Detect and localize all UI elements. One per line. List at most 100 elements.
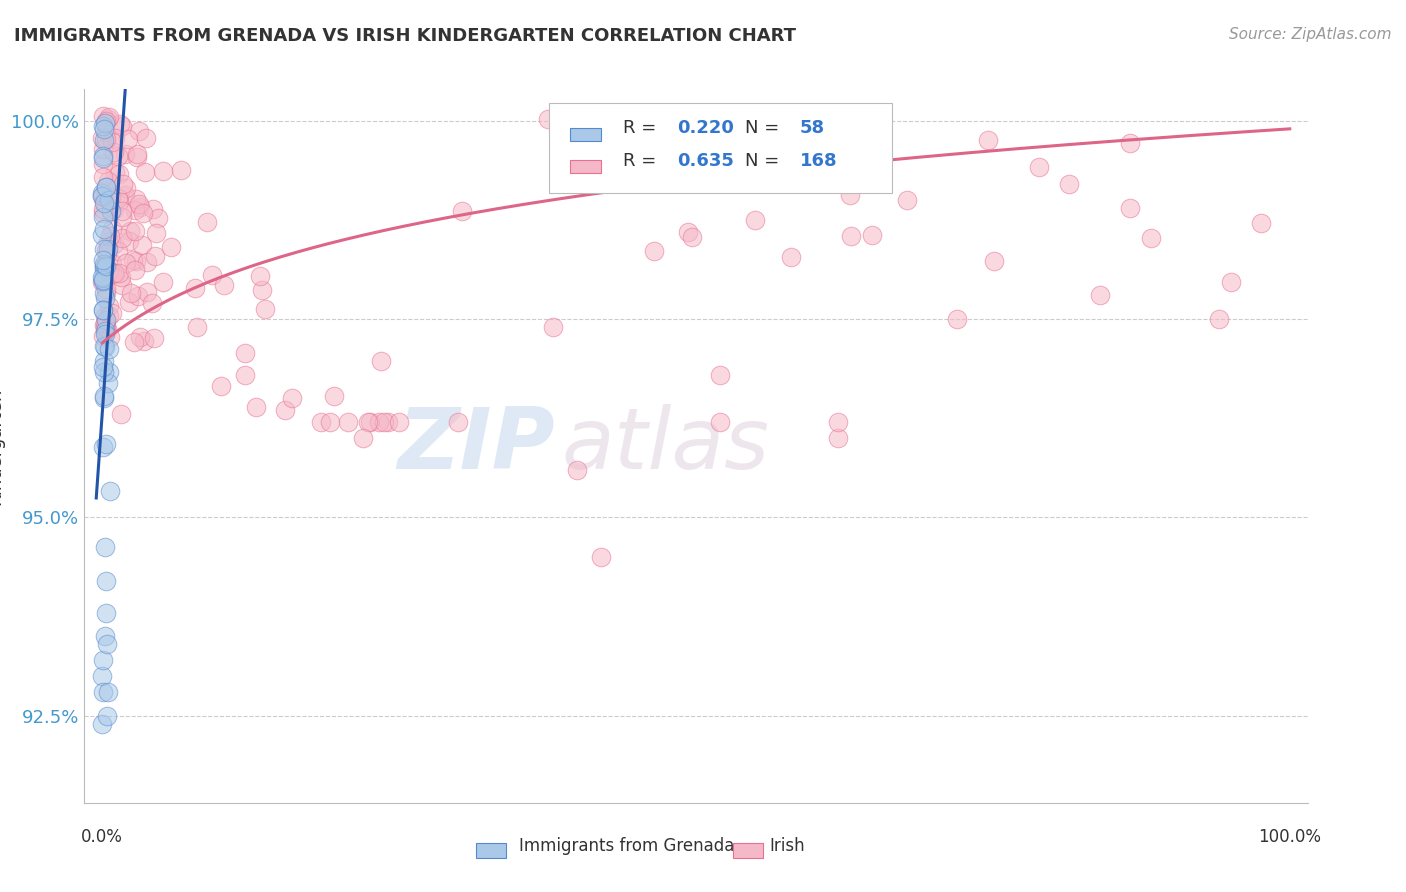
Y-axis label: Kindergarten: Kindergarten — [0, 387, 4, 505]
Point — [91, 669, 114, 683]
Point — [91, 211, 114, 225]
Point — [93, 653, 115, 667]
Point — [830, 126, 852, 140]
Point — [129, 330, 152, 344]
Point — [94, 286, 117, 301]
Point — [744, 213, 766, 227]
Point — [112, 177, 135, 191]
Point — [233, 368, 256, 382]
Point — [91, 303, 114, 318]
Point — [370, 354, 392, 368]
Text: 0.0%: 0.0% — [82, 828, 124, 846]
Point — [100, 221, 122, 235]
FancyBboxPatch shape — [733, 843, 763, 858]
Point — [93, 329, 115, 343]
Point — [100, 190, 122, 204]
Point — [709, 368, 731, 382]
Point — [118, 225, 141, 239]
Point — [567, 463, 589, 477]
Point — [356, 415, 378, 429]
Point — [96, 708, 118, 723]
Point — [152, 164, 174, 178]
Point — [93, 318, 115, 333]
Point — [373, 415, 395, 429]
Point — [94, 113, 117, 128]
Point — [253, 301, 276, 316]
Point — [91, 169, 114, 184]
Point — [98, 342, 121, 356]
Point — [93, 285, 115, 300]
Point — [93, 260, 115, 275]
Point — [94, 316, 117, 330]
Point — [323, 389, 346, 403]
Point — [977, 133, 1000, 147]
Point — [96, 132, 118, 146]
Point — [838, 187, 860, 202]
Point — [645, 161, 668, 175]
Point — [170, 162, 193, 177]
Point — [93, 391, 115, 405]
Point — [117, 131, 139, 145]
Point — [946, 312, 969, 326]
Point — [643, 244, 665, 258]
Point — [136, 254, 159, 268]
FancyBboxPatch shape — [569, 160, 600, 173]
Point — [377, 415, 399, 429]
Point — [124, 262, 146, 277]
Point — [114, 181, 136, 195]
Point — [91, 202, 114, 216]
Point — [281, 392, 304, 406]
Point — [94, 340, 117, 354]
Point — [821, 110, 844, 124]
Point — [124, 202, 146, 217]
Point — [125, 193, 148, 207]
Point — [661, 161, 683, 175]
Point — [96, 637, 118, 651]
Point — [93, 629, 115, 643]
Text: Immigrants from Grenada: Immigrants from Grenada — [519, 837, 734, 855]
Text: Source: ZipAtlas.com: Source: ZipAtlas.com — [1229, 27, 1392, 42]
Point — [249, 268, 271, 283]
Point — [120, 285, 142, 300]
Point — [93, 133, 115, 147]
Point — [104, 131, 127, 145]
Point — [93, 121, 115, 136]
Point — [681, 229, 703, 244]
Point — [97, 235, 120, 249]
Point — [1119, 201, 1142, 215]
Point — [93, 194, 115, 209]
Text: 0.635: 0.635 — [678, 152, 734, 169]
Point — [569, 120, 592, 134]
Point — [94, 437, 117, 451]
Point — [94, 324, 117, 338]
Point — [143, 249, 166, 263]
Point — [103, 202, 125, 217]
Point — [233, 346, 256, 360]
Point — [676, 225, 699, 239]
Point — [159, 240, 181, 254]
Text: IMMIGRANTS FROM GRENADA VS IRISH KINDERGARTEN CORRELATION CHART: IMMIGRANTS FROM GRENADA VS IRISH KINDERG… — [14, 27, 796, 45]
Point — [91, 716, 114, 731]
Text: 100.0%: 100.0% — [1258, 828, 1322, 846]
Point — [93, 365, 115, 379]
Point — [104, 165, 127, 179]
Point — [97, 112, 120, 127]
Point — [125, 253, 148, 268]
Point — [128, 124, 150, 138]
Point — [94, 125, 117, 139]
Point — [91, 157, 114, 171]
Point — [1250, 216, 1272, 230]
Point — [91, 275, 114, 289]
Point — [127, 288, 149, 302]
Point — [779, 250, 801, 264]
Point — [319, 415, 342, 429]
Point — [675, 143, 697, 157]
Point — [589, 549, 612, 564]
Point — [209, 379, 232, 393]
Point — [91, 189, 114, 203]
Point — [91, 205, 114, 219]
Point — [274, 403, 297, 417]
Point — [1219, 275, 1241, 289]
Point — [94, 541, 117, 555]
Point — [94, 243, 117, 257]
